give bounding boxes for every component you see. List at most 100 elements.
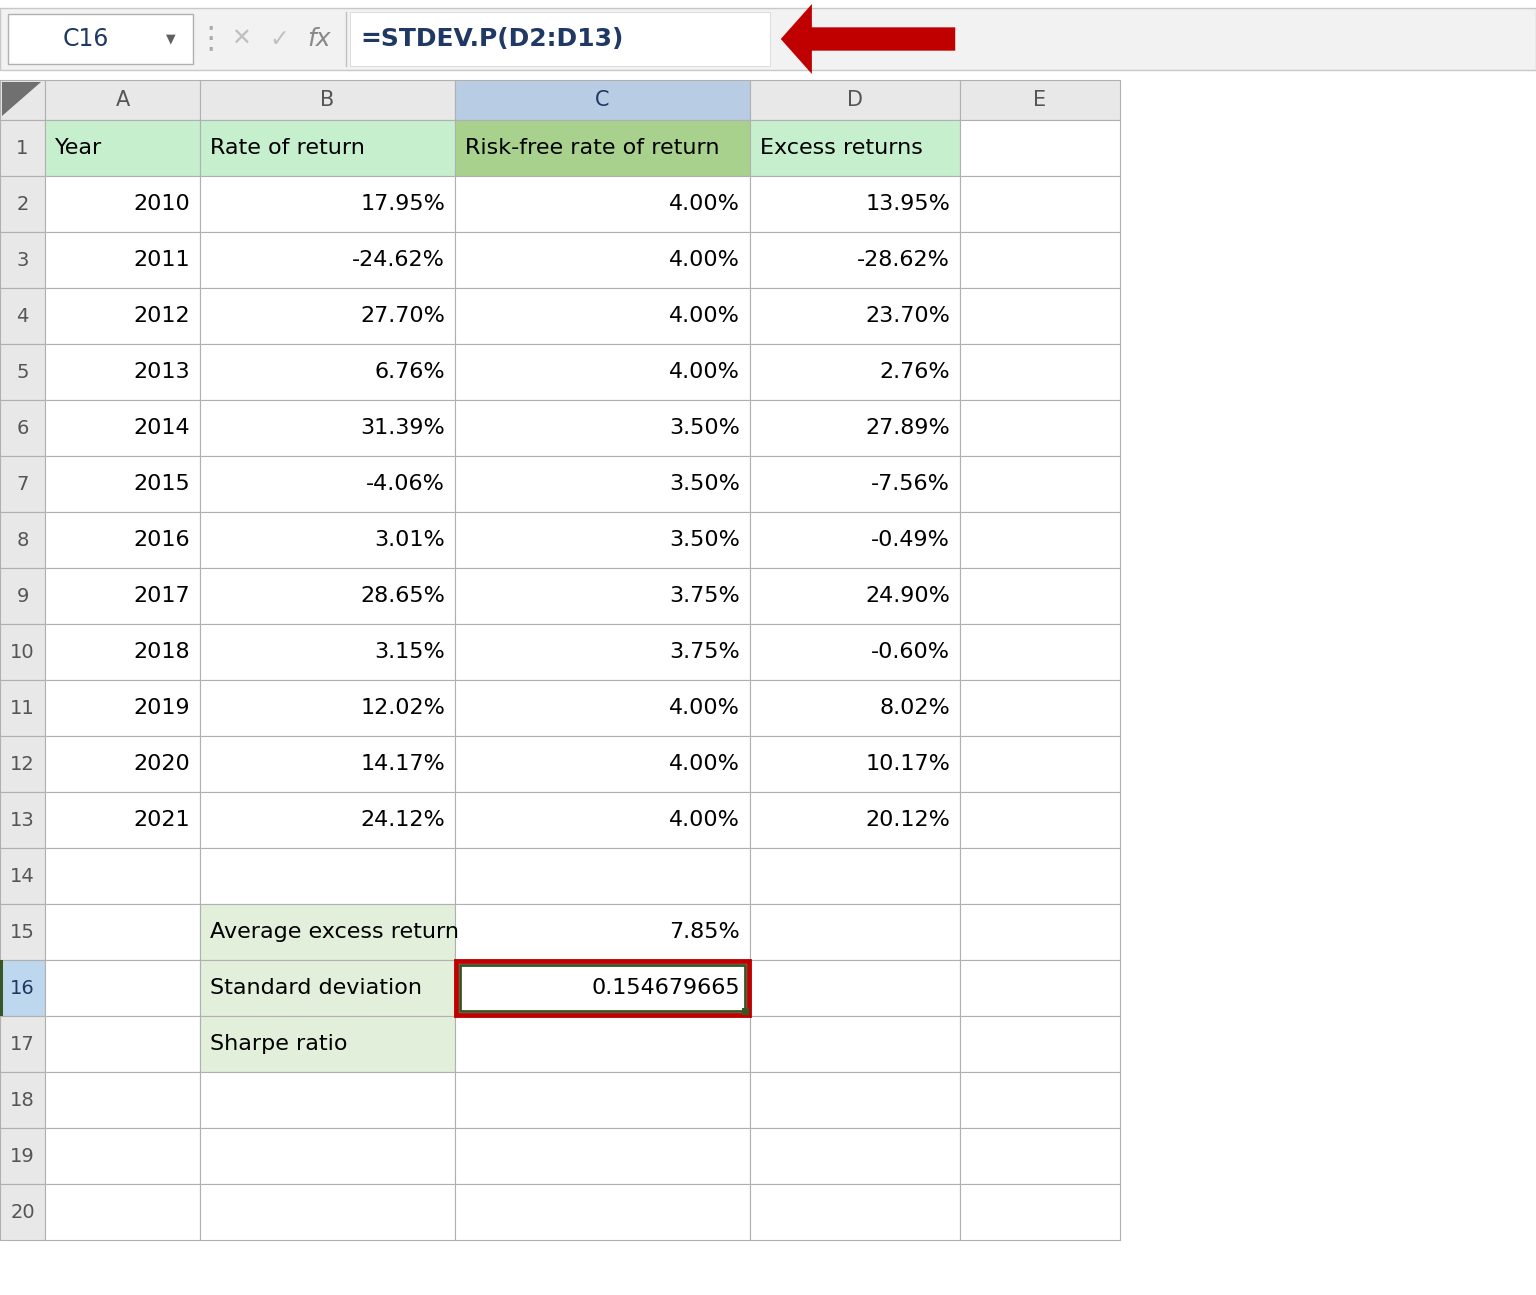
- Bar: [45, 848, 200, 904]
- Text: 31.39%: 31.39%: [361, 418, 445, 438]
- Text: 2020: 2020: [134, 754, 190, 774]
- Bar: [750, 512, 960, 569]
- Bar: [750, 569, 960, 624]
- Text: 4.00%: 4.00%: [670, 306, 740, 326]
- Text: 3.01%: 3.01%: [375, 530, 445, 550]
- Bar: [750, 232, 960, 287]
- Bar: [200, 456, 455, 512]
- Text: 12.02%: 12.02%: [359, 698, 445, 717]
- Text: 28.65%: 28.65%: [359, 587, 445, 606]
- Bar: [200, 400, 455, 456]
- Bar: [0, 960, 45, 1017]
- Bar: [45, 344, 200, 400]
- Text: 14: 14: [11, 866, 35, 886]
- Bar: [750, 736, 960, 793]
- Text: 11: 11: [11, 698, 35, 717]
- Bar: [200, 232, 455, 287]
- Bar: [960, 904, 1120, 960]
- Bar: [750, 176, 960, 232]
- Bar: [455, 512, 750, 569]
- Bar: [200, 120, 455, 176]
- Bar: [750, 793, 960, 848]
- Text: 2: 2: [17, 194, 29, 214]
- Bar: [960, 736, 1120, 793]
- Bar: [0, 848, 45, 904]
- Bar: [45, 287, 200, 344]
- Bar: [0, 456, 45, 512]
- Text: D: D: [846, 89, 863, 110]
- Bar: [200, 848, 455, 904]
- Bar: [45, 1128, 200, 1184]
- Text: Standard deviation: Standard deviation: [210, 978, 422, 998]
- Bar: [455, 120, 750, 176]
- Text: A: A: [115, 89, 129, 110]
- Text: Excess returns: Excess returns: [760, 139, 923, 158]
- Bar: [455, 624, 750, 680]
- Text: -7.56%: -7.56%: [871, 474, 949, 493]
- Text: 4.00%: 4.00%: [670, 250, 740, 269]
- Text: 17.95%: 17.95%: [359, 194, 445, 214]
- Text: 3.75%: 3.75%: [670, 587, 740, 606]
- Bar: [455, 344, 750, 400]
- Text: B: B: [321, 89, 335, 110]
- Text: 3: 3: [17, 250, 29, 269]
- Bar: [45, 1072, 200, 1128]
- Text: Average excess return: Average excess return: [210, 922, 459, 941]
- Text: C: C: [596, 89, 610, 110]
- Bar: [750, 120, 960, 176]
- Text: 2012: 2012: [134, 306, 190, 326]
- Text: 14.17%: 14.17%: [361, 754, 445, 774]
- Bar: [200, 680, 455, 736]
- Bar: [960, 176, 1120, 232]
- Bar: [960, 456, 1120, 512]
- Bar: [960, 848, 1120, 904]
- Bar: [0, 960, 3, 1017]
- Text: -28.62%: -28.62%: [857, 250, 949, 269]
- Bar: [455, 848, 750, 904]
- Text: 2.76%: 2.76%: [880, 363, 949, 382]
- Text: -0.60%: -0.60%: [871, 642, 949, 662]
- Bar: [960, 1184, 1120, 1241]
- Bar: [45, 120, 200, 176]
- Bar: [960, 960, 1120, 1017]
- Bar: [200, 1128, 455, 1184]
- Bar: [750, 624, 960, 680]
- Text: 2014: 2014: [134, 418, 190, 438]
- Bar: [750, 344, 960, 400]
- Bar: [45, 736, 200, 793]
- Text: 24.90%: 24.90%: [865, 587, 949, 606]
- Bar: [960, 793, 1120, 848]
- Text: 3.50%: 3.50%: [670, 530, 740, 550]
- Bar: [455, 232, 750, 287]
- Text: 7: 7: [17, 474, 29, 493]
- Text: 4.00%: 4.00%: [670, 754, 740, 774]
- Text: 5: 5: [17, 363, 29, 382]
- Bar: [960, 400, 1120, 456]
- Text: 8.02%: 8.02%: [879, 698, 949, 717]
- Text: 2013: 2013: [134, 363, 190, 382]
- Bar: [350, 12, 770, 66]
- Bar: [0, 80, 45, 120]
- Bar: [0, 232, 45, 287]
- Bar: [0, 736, 45, 793]
- Bar: [200, 176, 455, 232]
- Text: 3.75%: 3.75%: [670, 642, 740, 662]
- Bar: [0, 287, 45, 344]
- Bar: [0, 1017, 45, 1072]
- Bar: [200, 904, 455, 960]
- Text: 4.00%: 4.00%: [670, 809, 740, 830]
- Bar: [750, 400, 960, 456]
- Text: 3.50%: 3.50%: [670, 418, 740, 438]
- Bar: [8, 14, 194, 63]
- Bar: [200, 960, 455, 1017]
- Text: 10: 10: [11, 642, 35, 662]
- Bar: [960, 680, 1120, 736]
- Bar: [200, 287, 455, 344]
- Bar: [750, 1072, 960, 1128]
- Text: 4: 4: [17, 307, 29, 325]
- Bar: [960, 1072, 1120, 1128]
- Text: -24.62%: -24.62%: [352, 250, 445, 269]
- Text: 2021: 2021: [134, 809, 190, 830]
- Bar: [455, 960, 750, 1017]
- Text: 13: 13: [11, 811, 35, 830]
